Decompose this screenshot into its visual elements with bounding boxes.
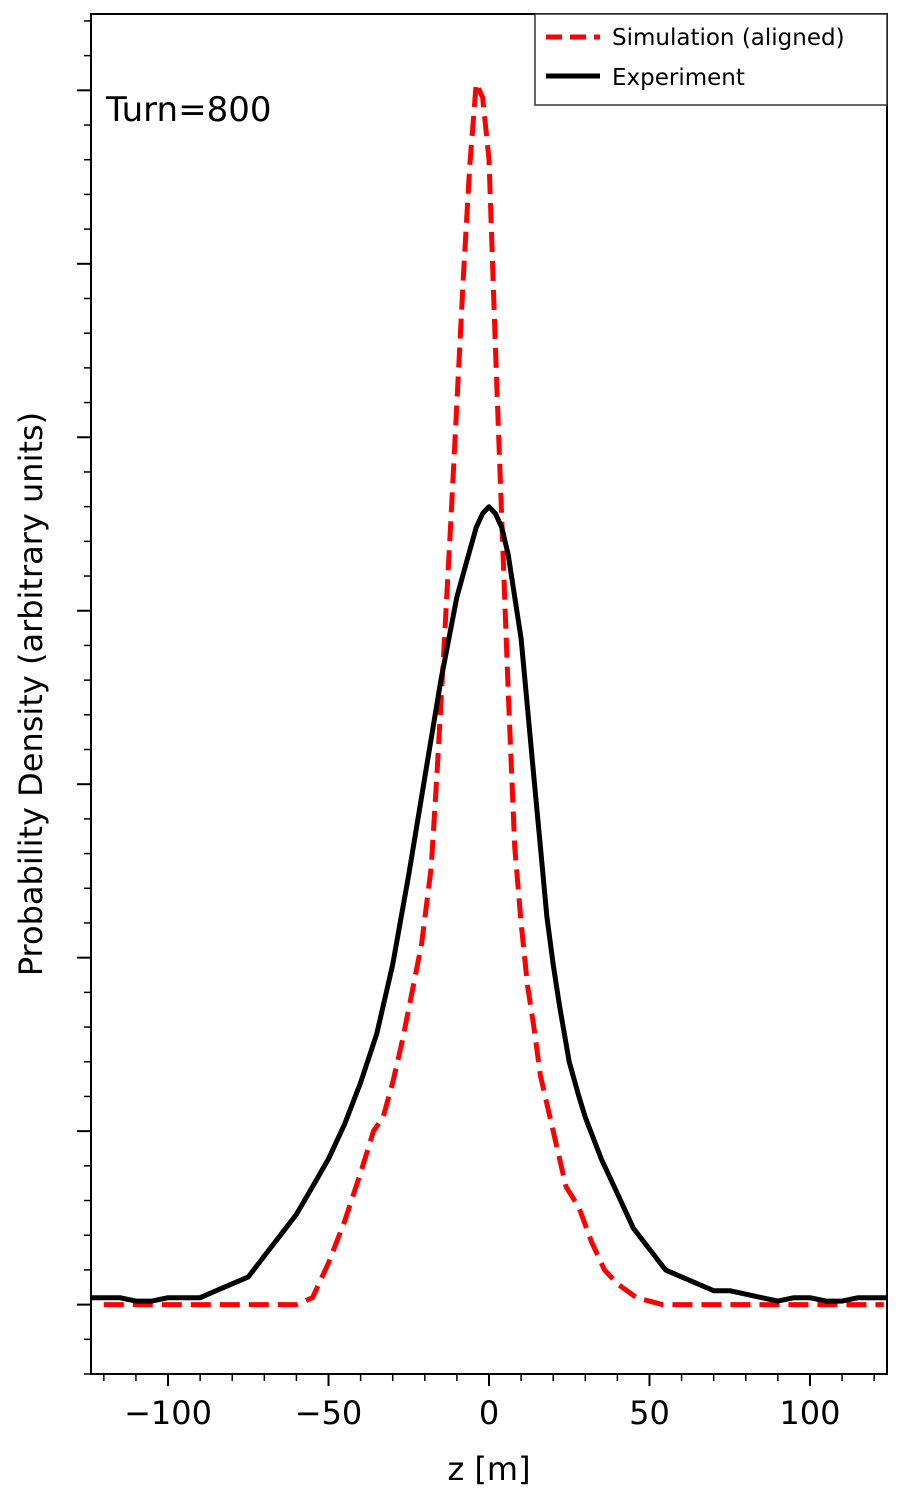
y-axis-label: Probability Density (arbitrary units)	[12, 412, 50, 976]
x-axis-ticks: −100 −50 0 50 100	[103, 1374, 875, 1432]
y-axis-ticks	[77, 20, 91, 1375]
legend-label-experiment: Experiment	[612, 65, 745, 91]
x-tick-label: 100	[779, 1394, 840, 1432]
series-line-experiment	[91, 504, 887, 1304]
legend: Simulation (aligned) Experiment	[534, 13, 888, 106]
x-tick-label: −50	[295, 1394, 363, 1432]
series-layer	[91, 80, 887, 1308]
x-tick-label: −100	[124, 1394, 212, 1432]
turn-annotation: Turn=800	[105, 90, 271, 130]
x-tick-label: 0	[479, 1394, 499, 1432]
x-tick-label: 50	[629, 1394, 670, 1432]
legend-label-simulation: Simulation (aligned)	[612, 25, 845, 51]
x-axis-label: z [m]	[447, 1450, 530, 1488]
legend-box	[534, 13, 888, 106]
series-line-simulation	[103, 80, 884, 1308]
